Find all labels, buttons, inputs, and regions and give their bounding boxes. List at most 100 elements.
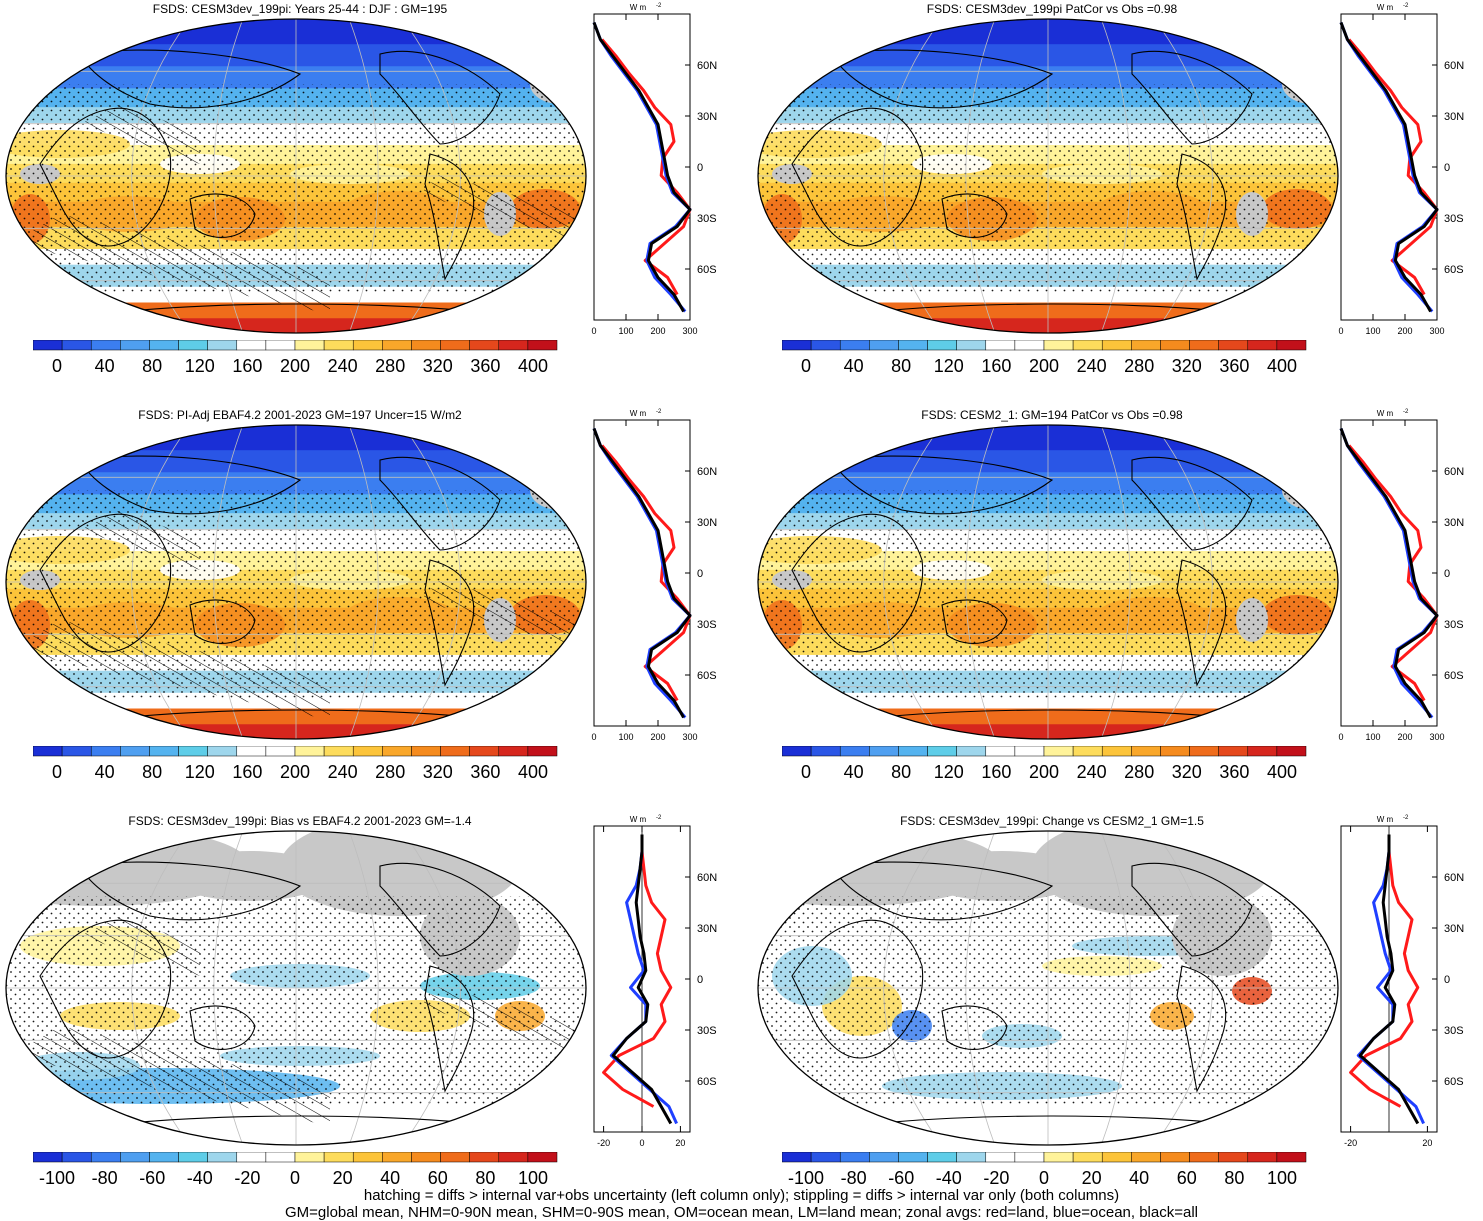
colorbar-label: 240 xyxy=(328,762,358,782)
colorbar-swatch xyxy=(120,1152,150,1163)
colorbar-swatch xyxy=(1014,340,1045,351)
panel-title: FSDS: CESM3dev_199pi: Change vs CESM2_1 … xyxy=(900,814,1204,828)
colorbar-label: -80 xyxy=(92,1168,118,1188)
colorbar-label: 360 xyxy=(470,356,500,376)
colorbar-swatch xyxy=(178,340,208,351)
lat-tick-label: 30N xyxy=(697,923,717,935)
colorbar-label: 40 xyxy=(1129,1168,1149,1188)
lat-tick-label: 60S xyxy=(1444,264,1464,276)
colorbar: -100 -80 -60 -40 -20 0 20 40 60 80 100 xyxy=(33,1152,558,1188)
colorbar-swatch xyxy=(927,340,957,351)
colorbar-swatch xyxy=(898,340,928,351)
colorbar-label: 80 xyxy=(142,762,162,782)
zonal-units-exponent: -2 xyxy=(1403,3,1409,9)
zonal-average-plot: W m -2 60N 30N 0 30S 60S 0 100 200 300 xyxy=(1338,409,1464,742)
colorbar-swatch xyxy=(927,746,957,757)
lat-tick-label: 30S xyxy=(1444,619,1464,631)
lat-tick-label: 0 xyxy=(1444,974,1450,986)
colorbar-swatch xyxy=(265,340,296,351)
colorbar-label: -40 xyxy=(187,1168,213,1188)
zonal-series-all xyxy=(1358,834,1420,1125)
panel-3: FSDS: PI-Adj EBAF4.2 2001-2023 GM=197 Un… xyxy=(0,406,731,786)
zonal-series-land xyxy=(1347,444,1439,702)
colorbar-swatch xyxy=(782,746,812,757)
colorbar-swatch xyxy=(839,746,870,757)
lat-tick-label: 60S xyxy=(1444,670,1464,682)
lat-tick-label: 60S xyxy=(697,1076,717,1088)
x-tick-label: 0 xyxy=(591,326,596,336)
colorbar-swatch xyxy=(294,1152,325,1163)
colorbar-swatch xyxy=(810,746,841,757)
zonal-series-all xyxy=(592,21,692,313)
colorbar-swatch xyxy=(1189,746,1219,757)
colorbar-swatch xyxy=(898,1152,928,1163)
zonal-units-exponent: -2 xyxy=(656,3,662,9)
colorbar-swatch xyxy=(61,746,92,757)
panel-title: FSDS: PI-Adj EBAF4.2 2001-2023 GM=197 Un… xyxy=(138,408,462,422)
zonal-series-all xyxy=(611,834,673,1125)
colorbar: 0 40 80 120 160 200 240 280 320 360 400 xyxy=(782,746,1307,782)
zonal-average-plot: W m -2 60N 30N 0 30S 60S 0 100 200 300 xyxy=(591,3,717,336)
colorbar-label: 400 xyxy=(518,762,548,782)
colorbar-label: 320 xyxy=(423,762,453,782)
colorbar-swatch xyxy=(207,746,238,757)
lat-tick-label: 30S xyxy=(1444,213,1464,225)
lat-tick-label: 60S xyxy=(697,264,717,276)
colorbar-swatch xyxy=(782,1152,812,1163)
colorbar-swatch xyxy=(1131,1152,1161,1163)
colorbar-label: 160 xyxy=(232,356,262,376)
colorbar-swatch xyxy=(985,340,1016,351)
colorbar-swatch xyxy=(469,1152,500,1163)
colorbar-label: 60 xyxy=(1177,1168,1197,1188)
colorbar-label: 120 xyxy=(185,356,215,376)
zonal-series-land xyxy=(602,851,673,1108)
colorbar-swatch xyxy=(1101,340,1132,351)
colorbar-swatch xyxy=(1072,746,1103,757)
colorbar-swatch xyxy=(411,746,441,757)
colorbar-swatch xyxy=(440,1152,470,1163)
colorbar-swatch xyxy=(90,746,121,757)
x-tick-label: 200 xyxy=(1397,732,1412,742)
colorbar-swatch xyxy=(411,340,441,351)
colorbar-swatch xyxy=(207,1152,238,1163)
colorbar-label: 40 xyxy=(844,762,864,782)
colorbar-swatch xyxy=(411,1152,441,1163)
lat-tick-label: 30S xyxy=(697,1025,717,1037)
zonal-units: W m xyxy=(1377,3,1394,12)
colorbar-swatch xyxy=(323,1152,354,1163)
lat-tick-label: 30N xyxy=(697,517,717,529)
colorbar-label: 240 xyxy=(328,356,358,376)
colorbar-swatch xyxy=(985,1152,1016,1163)
colorbar-label: 80 xyxy=(142,356,162,376)
colorbar-swatch xyxy=(33,340,63,351)
colorbar-label: 360 xyxy=(1219,356,1249,376)
lat-tick-label: 30N xyxy=(697,111,717,123)
colorbar: 0 40 80 120 160 200 240 280 320 360 400 xyxy=(782,340,1307,376)
colorbar-swatch xyxy=(120,746,150,757)
colorbar-swatch xyxy=(236,340,267,351)
panel-6: FSDS: CESM3dev_199pi: Change vs CESM2_1 … xyxy=(752,812,1483,1192)
lat-tick-label: 60N xyxy=(697,60,717,72)
colorbar-swatch xyxy=(898,746,928,757)
colorbar-swatch xyxy=(956,340,987,351)
lat-tick-label: 0 xyxy=(697,974,703,986)
panel-4: FSDS: CESM2_1: GM=194 PatCor vs Obs =0.9… xyxy=(752,406,1483,786)
colorbar-label: 0 xyxy=(801,762,811,782)
x-tick-label: -20 xyxy=(1344,1138,1357,1148)
robinson-map xyxy=(757,424,1339,740)
zonal-units: W m xyxy=(630,3,647,12)
colorbar-label: 360 xyxy=(470,762,500,782)
colorbar-swatch xyxy=(61,340,92,351)
x-tick-label: 300 xyxy=(682,326,697,336)
colorbar-label: 200 xyxy=(1029,356,1059,376)
colorbar-swatch xyxy=(1276,746,1307,757)
colorbar-swatch xyxy=(869,746,899,757)
zonal-average-plot: W m -2 60N 30N 0 30S 60S -20 0 20 xyxy=(593,815,717,1148)
colorbar: 0 40 80 120 160 200 240 280 320 360 400 xyxy=(33,746,558,782)
zonal-series-land xyxy=(1347,38,1439,296)
colorbar-label: 120 xyxy=(934,762,964,782)
lat-tick-label: 0 xyxy=(1444,568,1450,580)
colorbar-label: 20 xyxy=(1082,1168,1102,1188)
colorbar-label: -100 xyxy=(788,1168,824,1188)
colorbar-swatch xyxy=(61,1152,92,1163)
